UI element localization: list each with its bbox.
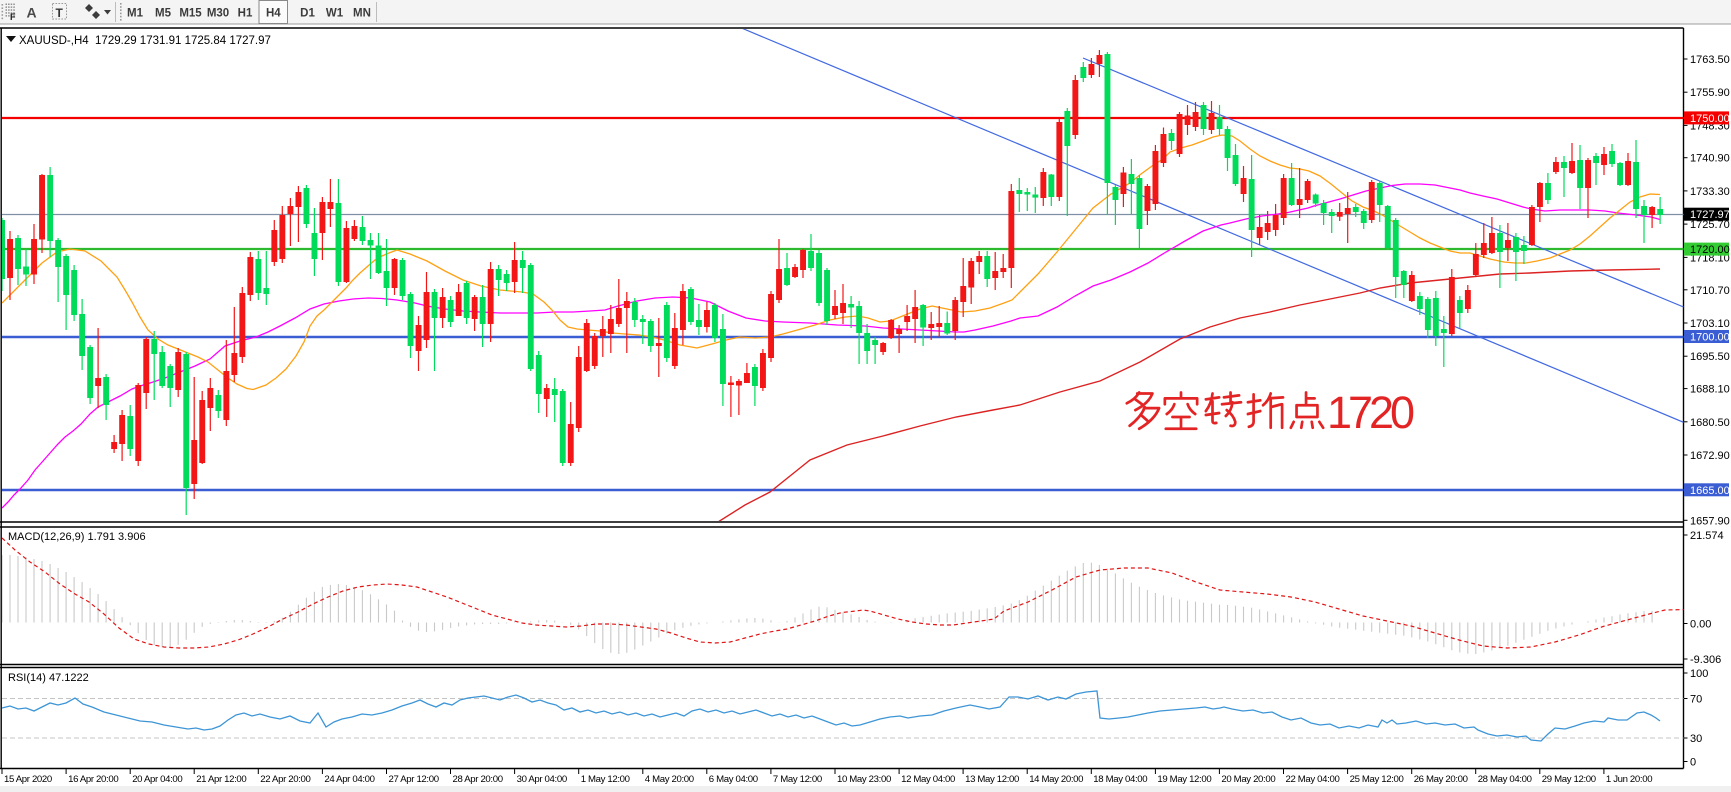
svg-text:1740.90: 1740.90 [1690,153,1730,165]
svg-text:MN: MN [353,8,371,20]
svg-text:1750.00: 1750.00 [1690,113,1730,125]
svg-text:24 Apr 04:00: 24 Apr 04:00 [324,774,374,785]
svg-text:D1: D1 [300,8,315,20]
svg-text:1703.10: 1703.10 [1690,318,1730,330]
svg-text:16 Apr 20:00: 16 Apr 20:00 [68,774,118,785]
svg-text:12 May 04:00: 12 May 04:00 [901,774,955,785]
svg-text:1672.90: 1672.90 [1690,450,1730,462]
svg-text:20 May 20:00: 20 May 20:00 [1221,774,1275,785]
svg-text:1657.90: 1657.90 [1690,515,1730,527]
svg-text:1665.00: 1665.00 [1690,485,1730,497]
svg-text:25 May 12:00: 25 May 12:00 [1350,774,1404,785]
svg-text:22 Apr 20:00: 22 Apr 20:00 [260,774,310,785]
svg-text:29 May 12:00: 29 May 12:00 [1542,774,1596,785]
svg-text:1727.97: 1727.97 [1690,209,1730,221]
svg-text:1720.00: 1720.00 [1690,244,1730,256]
svg-text:22 May 04:00: 22 May 04:00 [1286,774,1340,785]
svg-text:21.574: 21.574 [1690,530,1724,542]
svg-text:7 May 12:00: 7 May 12:00 [773,774,822,785]
svg-text:21 Apr 12:00: 21 Apr 12:00 [196,774,246,785]
svg-text:19 May 12:00: 19 May 12:00 [1157,774,1211,785]
svg-text:20 Apr 04:00: 20 Apr 04:00 [132,774,182,785]
svg-text:0: 0 [1690,757,1696,769]
svg-text:A: A [27,5,37,21]
svg-text:1695.50: 1695.50 [1690,351,1730,363]
svg-text:F: F [10,12,16,22]
svg-text:100: 100 [1690,668,1708,680]
svg-text:6 May 04:00: 6 May 04:00 [709,774,758,785]
svg-text:4 May 20:00: 4 May 20:00 [645,774,694,785]
svg-text:70: 70 [1690,694,1702,706]
svg-text:1763.50: 1763.50 [1690,54,1730,66]
svg-text:13 May 12:00: 13 May 12:00 [965,774,1019,785]
svg-text:14 May 20:00: 14 May 20:00 [1029,774,1083,785]
svg-text:H4: H4 [266,8,281,20]
svg-text:30: 30 [1690,733,1702,745]
svg-text:1 May 12:00: 1 May 12:00 [581,774,630,785]
svg-text:1710.70: 1710.70 [1690,285,1730,297]
svg-text:RSI(14) 47.1222: RSI(14) 47.1222 [8,672,89,684]
svg-text:28 May 04:00: 28 May 04:00 [1478,774,1532,785]
svg-text:15 Apr 2020: 15 Apr 2020 [4,774,52,785]
svg-text:M15: M15 [179,8,202,20]
svg-text:1700.00: 1700.00 [1690,332,1730,344]
svg-text:1688.10: 1688.10 [1690,384,1730,396]
svg-text:1755.90: 1755.90 [1690,87,1730,99]
svg-text:28 Apr 20:00: 28 Apr 20:00 [453,774,503,785]
svg-text:M1: M1 [127,8,144,20]
svg-text:18 May 04:00: 18 May 04:00 [1093,774,1147,785]
svg-text:1725.70: 1725.70 [1690,219,1730,231]
svg-text:H1: H1 [238,8,253,20]
svg-text:1 Jun 20:00: 1 Jun 20:00 [1606,774,1652,785]
svg-text:T: T [56,6,64,20]
svg-text:W1: W1 [326,8,344,20]
svg-text:26 May 20:00: 26 May 20:00 [1414,774,1468,785]
svg-text:MACD(12,26,9) 1.791 3.906: MACD(12,26,9) 1.791 3.906 [8,531,146,543]
svg-text:1733.30: 1733.30 [1690,186,1730,198]
svg-text:30 Apr 04:00: 30 Apr 04:00 [517,774,567,785]
svg-text:M5: M5 [155,8,172,20]
svg-text:XAUUSD-,H4 1729.29 1731.91 17: XAUUSD-,H4 1729.29 1731.91 1725.84 1727.… [19,35,271,47]
svg-text:0.00: 0.00 [1690,619,1711,631]
svg-text:27 Apr 12:00: 27 Apr 12:00 [389,774,439,785]
svg-text:M30: M30 [207,8,229,20]
svg-text:1720: 1720 [1327,387,1415,438]
svg-text:10 May 23:00: 10 May 23:00 [837,774,891,785]
svg-text:1680.50: 1680.50 [1690,417,1730,429]
svg-text:-9.306: -9.306 [1690,654,1721,666]
